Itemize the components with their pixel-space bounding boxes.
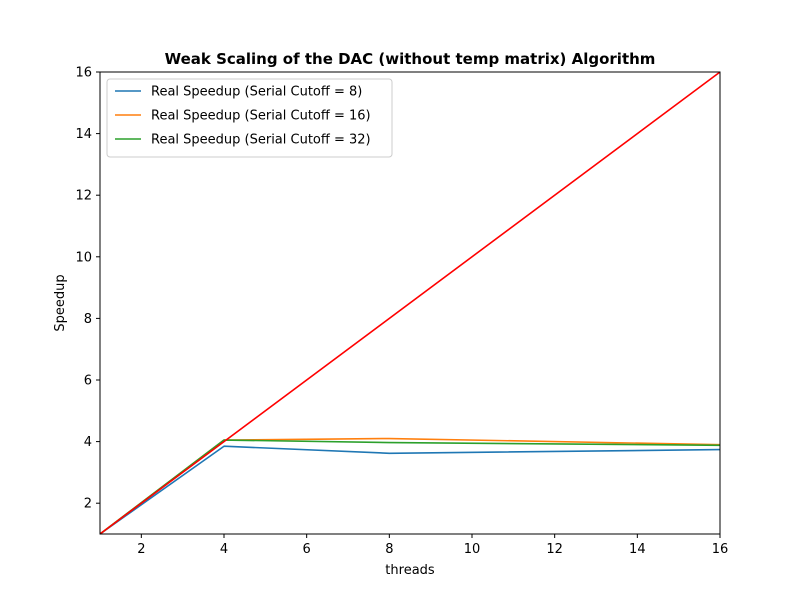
- legend: Real Speedup (Serial Cutoff = 8) Real Spe…: [106, 78, 393, 158]
- series-line-1: [99, 445, 721, 535]
- plot-frame: [99, 71, 721, 535]
- y-tick-label: 2: [84, 497, 92, 512]
- x-tick-label: 16: [712, 542, 729, 557]
- y-tick-label: 4: [84, 435, 92, 450]
- y-tick-label: 8: [84, 312, 92, 327]
- series-line-3: [99, 439, 721, 535]
- y-tick-label: 10: [75, 250, 92, 265]
- legend-label: Real Speedup (Serial Cutoff = 8): [151, 85, 362, 100]
- x-axis-label: threads: [385, 563, 435, 578]
- x-tick-label: 8: [385, 542, 393, 557]
- y-tick-label: 6: [84, 374, 92, 389]
- chart-title: Weak Scaling of the DAC (without temp ma…: [165, 50, 656, 68]
- y-axis-label: Speedup: [53, 274, 68, 331]
- legend-label: Real Speedup (Serial Cutoff = 16): [151, 109, 371, 124]
- x-tick-label: 2: [137, 542, 145, 557]
- x-tick-label: 14: [629, 542, 646, 557]
- x-tick-label: 4: [220, 542, 228, 557]
- y-tick-label: 16: [75, 66, 92, 81]
- y-axis-ticks: 2 4 6 8 10 12 14 16: [75, 66, 100, 512]
- x-axis-ticks: 2 4 6 8 10 12 14 16: [137, 534, 728, 557]
- ideal-speedup-line: [99, 71, 721, 535]
- y-tick-label: 14: [75, 127, 92, 142]
- plot-lines: [99, 71, 721, 535]
- y-tick-label: 12: [75, 189, 92, 204]
- x-tick-label: 10: [464, 542, 481, 557]
- legend-label: Real Speedup (Serial Cutoff = 32): [151, 133, 371, 148]
- x-tick-label: 12: [546, 542, 563, 557]
- x-tick-label: 6: [303, 542, 311, 557]
- legend-box: [106, 78, 393, 158]
